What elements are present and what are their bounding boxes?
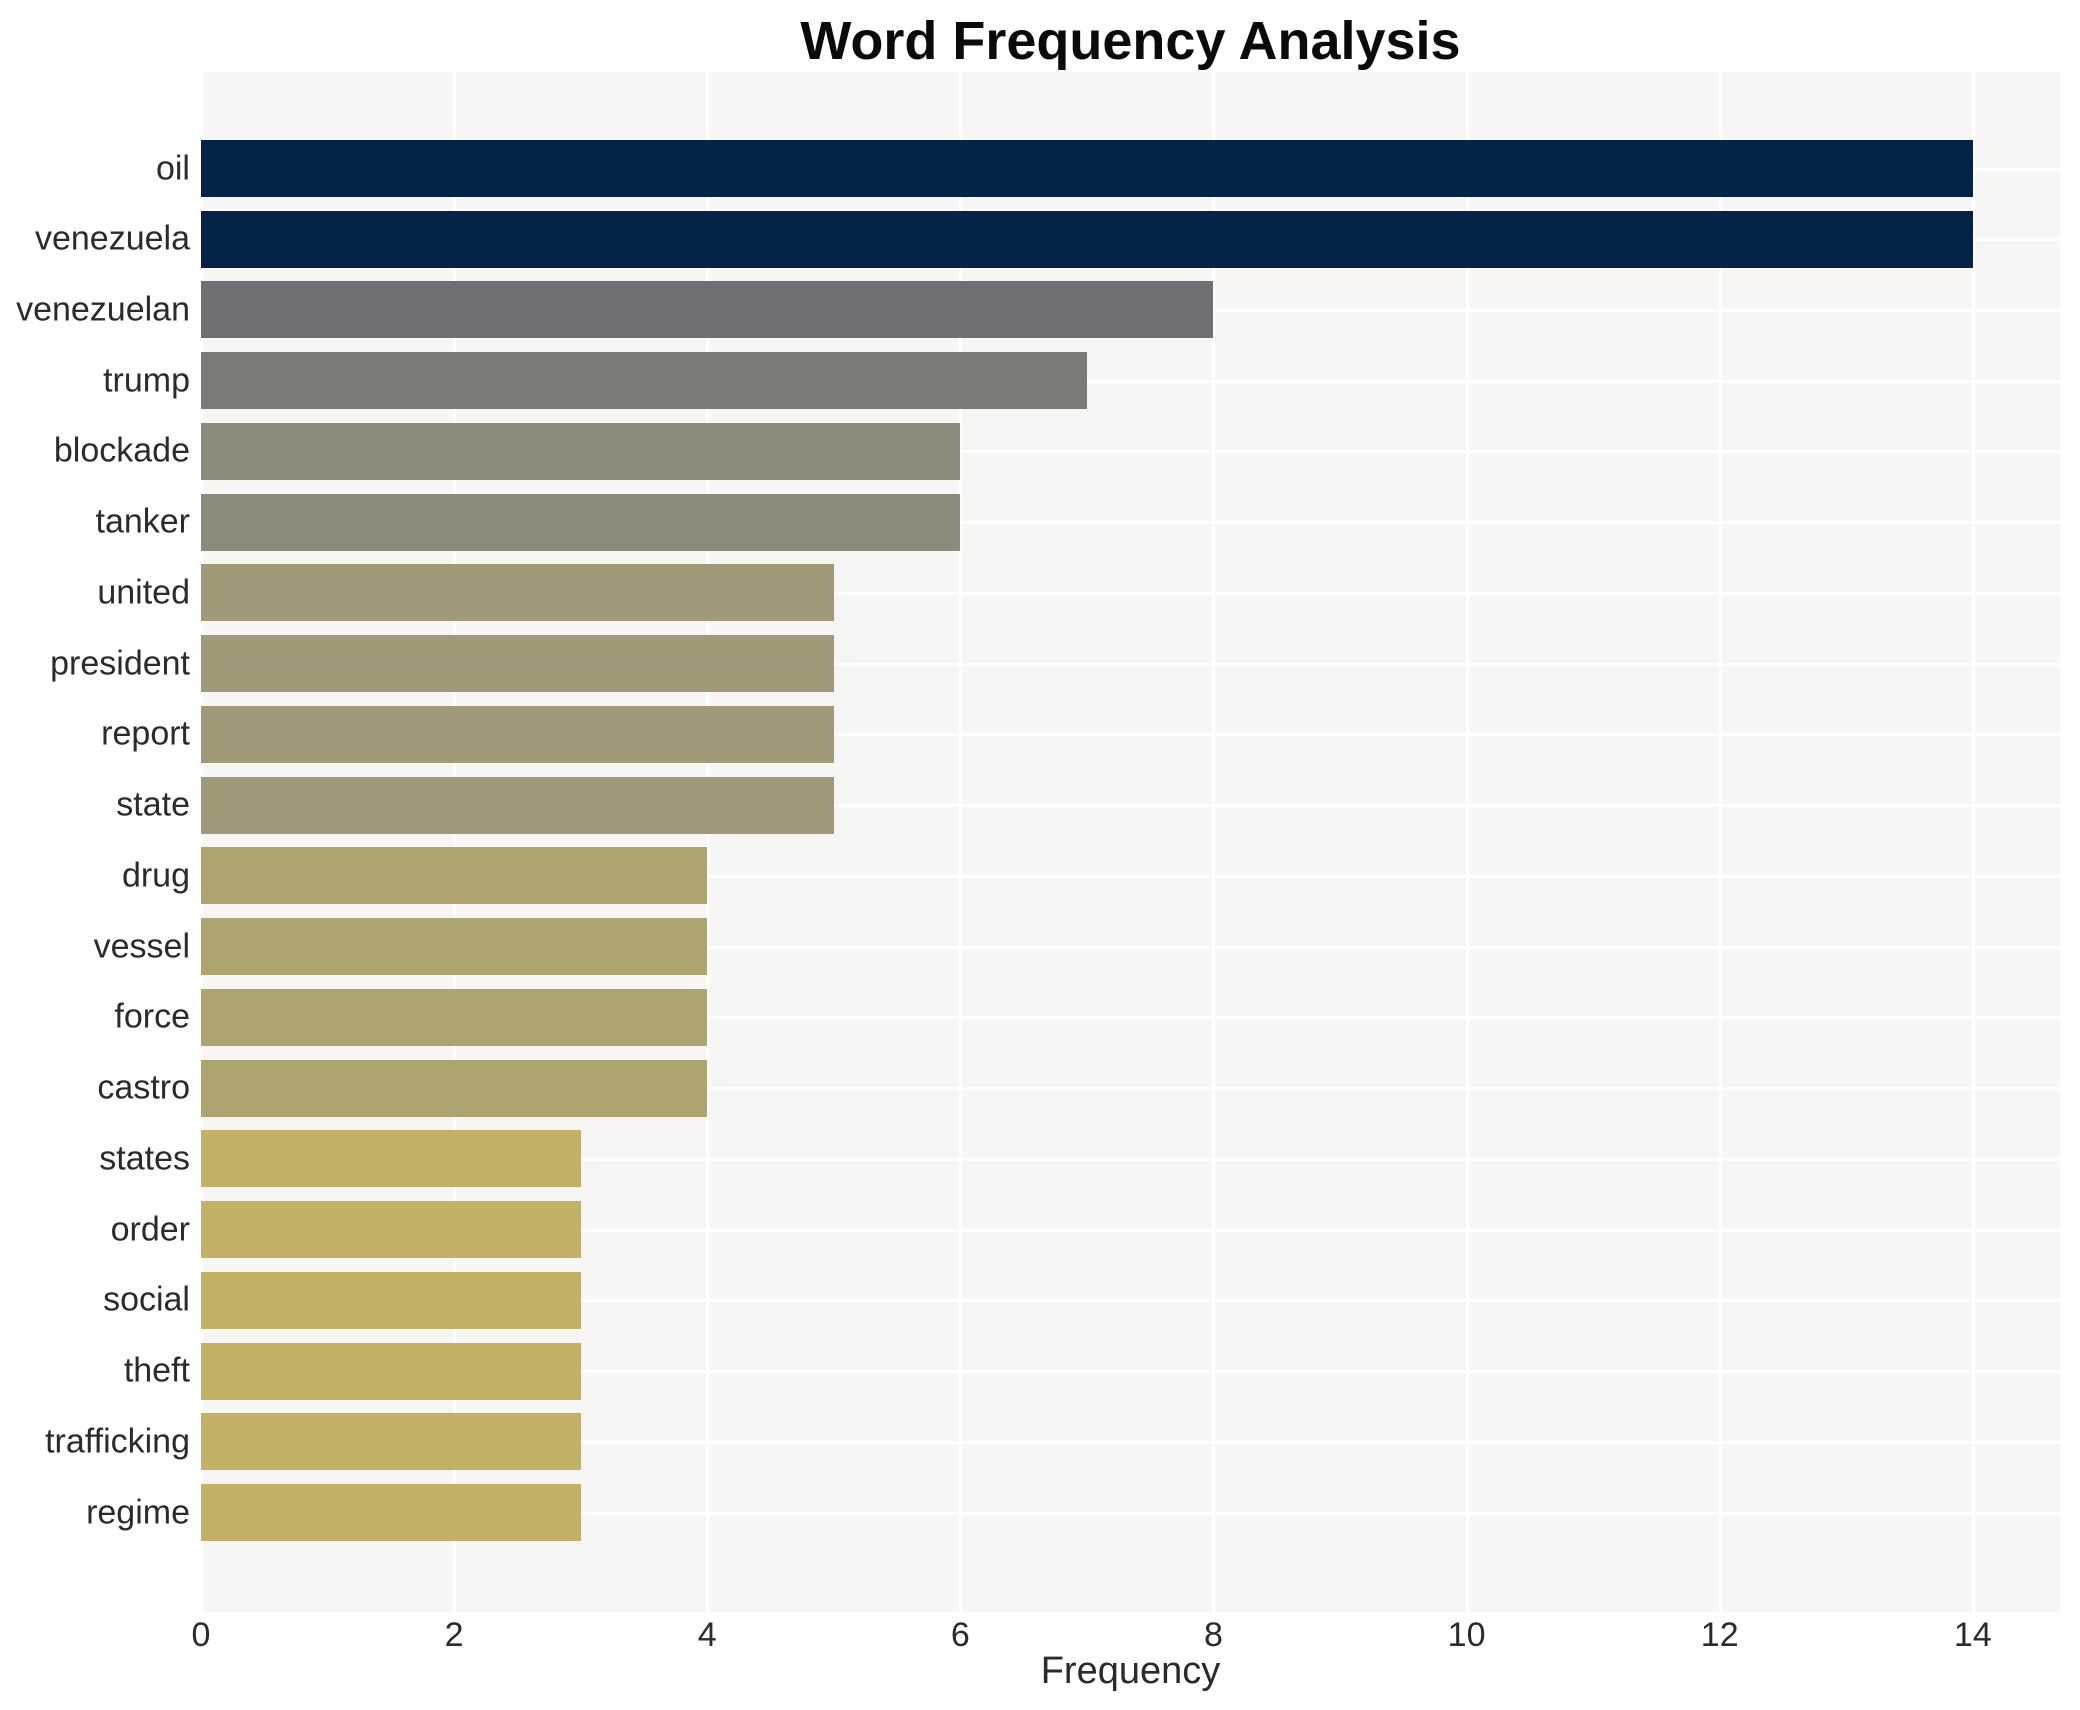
- x-tick-label: 8: [1204, 1616, 1223, 1654]
- bar-venezuela: [201, 210, 1973, 268]
- gridline-horizontal: [201, 1228, 2060, 1232]
- y-tick-label: state: [116, 785, 190, 824]
- bar-social: [201, 1271, 581, 1329]
- y-tick-label: social: [103, 1280, 190, 1319]
- y-tick-label: states: [99, 1139, 190, 1178]
- gridline-horizontal: [201, 662, 2060, 666]
- y-tick-label: regime: [86, 1493, 190, 1532]
- x-tick-label: 2: [444, 1616, 464, 1654]
- y-tick-label: castro: [97, 1068, 190, 1107]
- bar-trump: [201, 352, 1087, 410]
- bar-drug: [201, 847, 708, 905]
- y-tick-label: force: [114, 997, 190, 1036]
- y-tick-label: oil: [155, 149, 190, 187]
- y-tick-label: president: [50, 644, 190, 683]
- bar-regime: [201, 1484, 581, 1542]
- bar-states: [201, 1130, 581, 1188]
- gridline-vertical: [1971, 72, 1975, 1612]
- y-tick-label: trafficking: [45, 1422, 190, 1461]
- bar-state: [201, 776, 834, 834]
- bar-vessel: [201, 918, 708, 976]
- x-tick-label: 6: [950, 1616, 970, 1654]
- y-tick-label: venezuelan: [16, 290, 190, 329]
- plot-area: [200, 72, 2060, 1612]
- gridline-vertical: [1465, 72, 1469, 1612]
- y-tick-label: order: [110, 1210, 190, 1249]
- y-tick-label: tanker: [95, 502, 191, 541]
- gridline-horizontal: [201, 1511, 2060, 1515]
- bar-trafficking: [201, 1413, 581, 1471]
- x-tick-label: 14: [1953, 1616, 1992, 1654]
- gridline-vertical: [1212, 72, 1216, 1612]
- gridline-horizontal: [201, 733, 2060, 737]
- x-tick-label: 4: [697, 1616, 717, 1654]
- bar-report: [201, 705, 834, 763]
- bar-castro: [201, 1059, 708, 1117]
- gridline-horizontal: [201, 1370, 2060, 1374]
- bar-venezuelan: [201, 281, 1214, 339]
- gridline-horizontal: [201, 804, 2060, 808]
- gridline-horizontal: [201, 379, 2060, 383]
- bar-blockade: [201, 422, 961, 480]
- gridline-horizontal: [201, 1299, 2060, 1303]
- gridline-vertical: [453, 72, 457, 1612]
- x-axis-label: Frequency: [1040, 1650, 1221, 1692]
- gridline-horizontal: [201, 1087, 2060, 1091]
- gridline-vertical: [200, 72, 203, 1612]
- gridline-horizontal: [201, 945, 2060, 949]
- gridline-horizontal: [201, 1157, 2060, 1161]
- y-tick-label: trump: [103, 361, 190, 400]
- bar-president: [201, 635, 834, 693]
- bar-order: [201, 1201, 581, 1259]
- x-axis-ticks: 0 2 4 6 8 10 12 14: [192, 1616, 2060, 1660]
- y-tick-label: united: [97, 573, 190, 612]
- x-tick-label: 12: [1700, 1616, 1739, 1654]
- y-tick-label: report: [101, 714, 190, 753]
- gridline-horizontal: [201, 521, 2060, 525]
- gridline-vertical: [706, 72, 710, 1612]
- x-tick-label: 10: [1447, 1616, 1486, 1654]
- gridline-vertical: [959, 72, 963, 1612]
- y-tick-label: venezuela: [34, 219, 190, 258]
- gridline-horizontal: [201, 591, 2060, 595]
- bar-theft: [201, 1342, 581, 1400]
- y-tick-label: vessel: [93, 927, 190, 966]
- gridline-horizontal: [201, 874, 2060, 878]
- chart-title: Word Frequency Analysis: [800, 11, 1461, 71]
- gridline-horizontal: [201, 450, 2060, 454]
- gridline-horizontal: [201, 1016, 2060, 1020]
- y-tick-label: theft: [123, 1351, 190, 1390]
- bar-tanker: [201, 493, 961, 551]
- bar-force: [201, 988, 708, 1046]
- x-tick-label: 0: [191, 1616, 211, 1654]
- gridline-horizontal: [201, 1440, 2060, 1444]
- y-tick-label: blockade: [53, 431, 190, 470]
- y-tick-label: drug: [121, 856, 190, 895]
- y-axis-labels: oil venezuela venezuelan trump blockade tanke…: [0, 72, 190, 1612]
- bar-united: [201, 564, 834, 622]
- bar-oil: [201, 140, 1973, 197]
- gridline-vertical: [1718, 72, 1722, 1612]
